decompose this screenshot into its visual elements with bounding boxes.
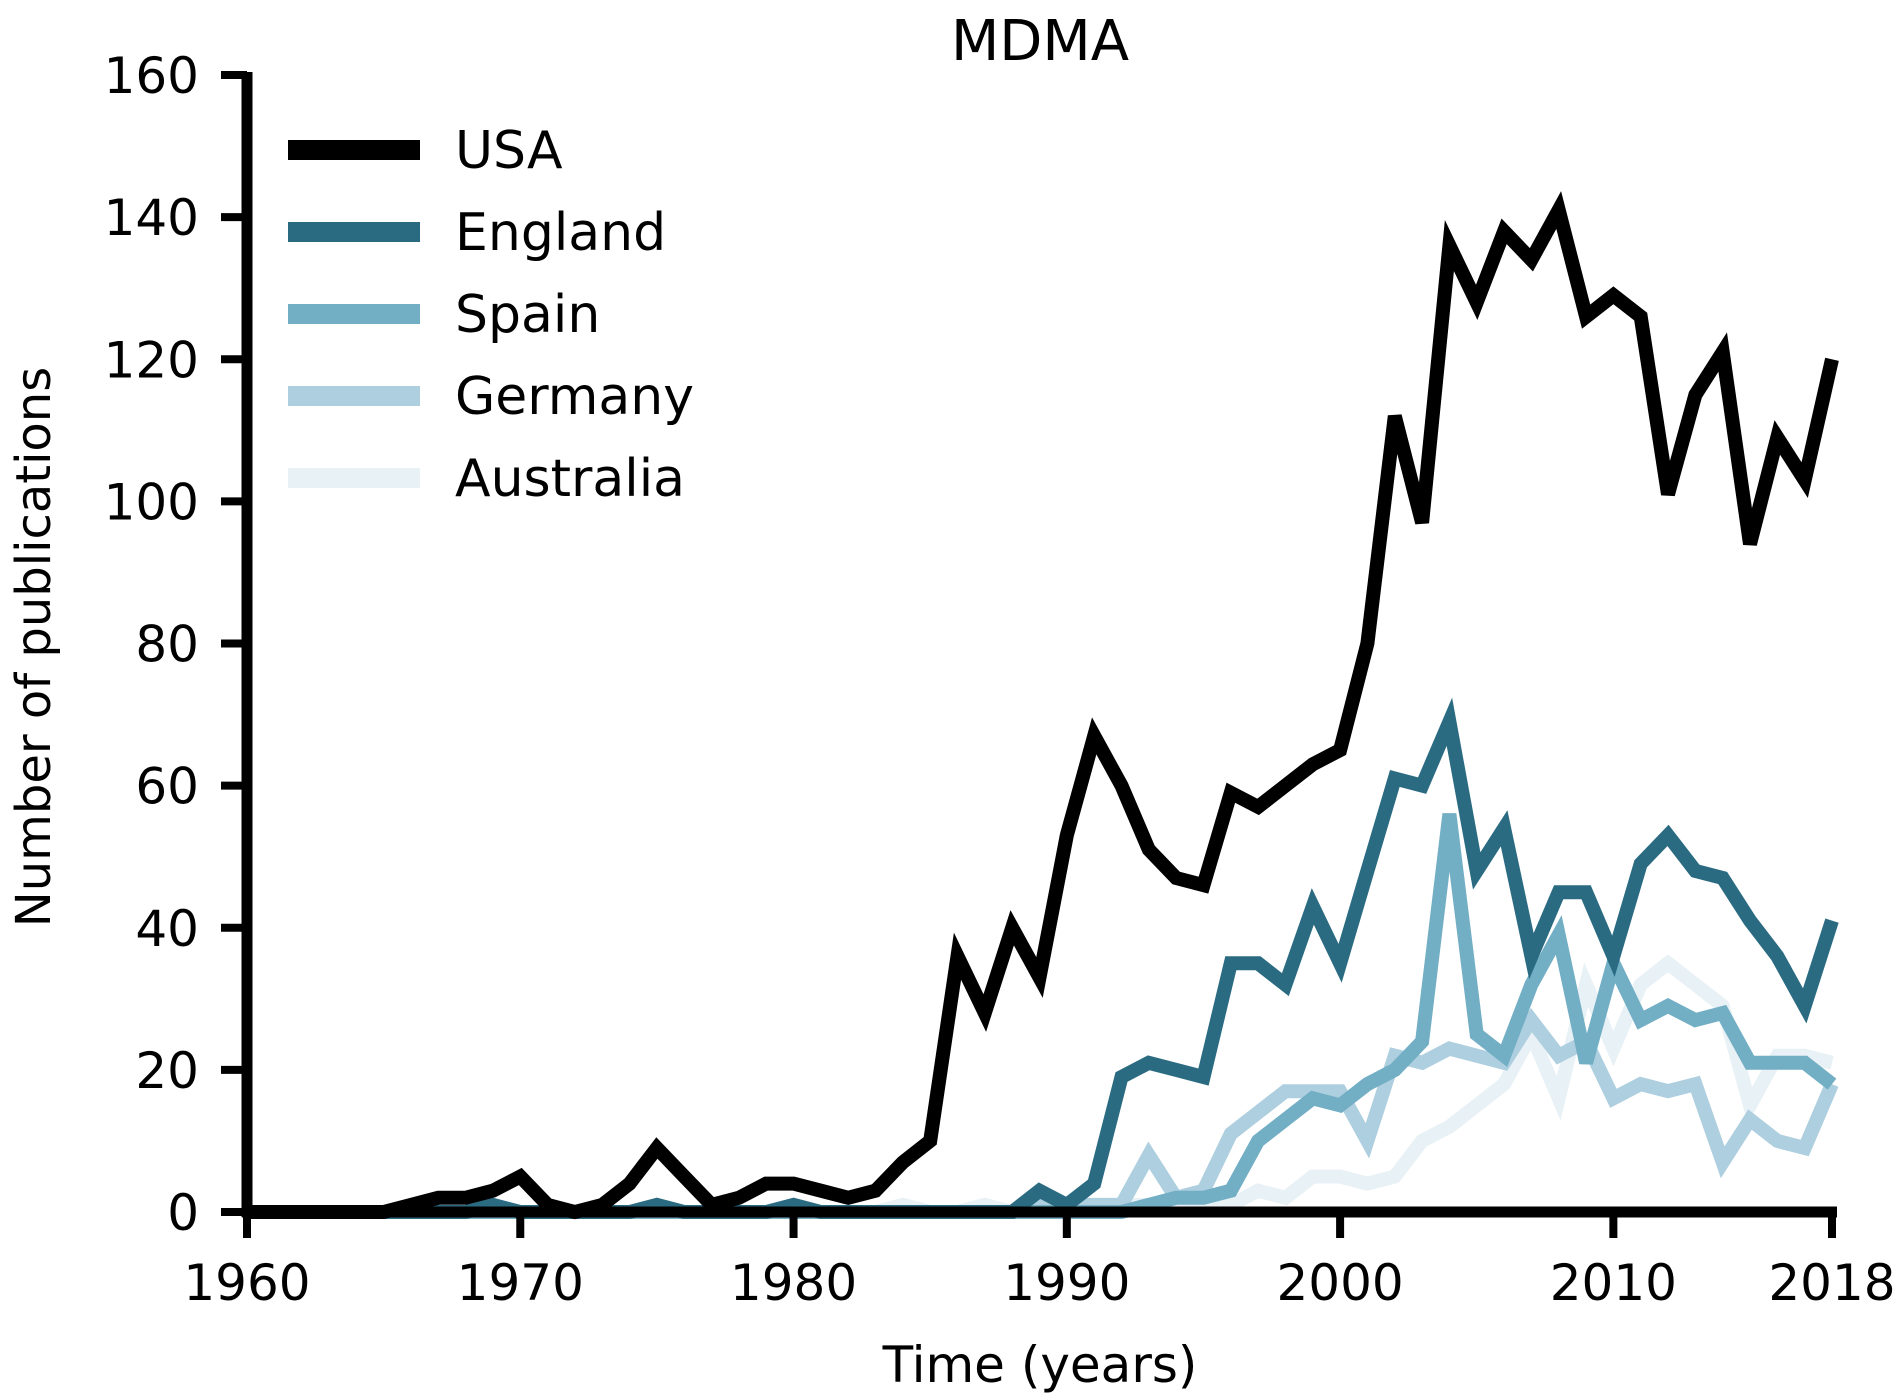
y-tick-label: 100 [104, 473, 199, 531]
series-layer [247, 191, 1839, 1220]
series-line-spain [247, 813, 1837, 1219]
x-tick-label: 1960 [183, 1254, 310, 1312]
y-tick-label: 120 [104, 331, 199, 389]
y-tick-label: 20 [135, 1042, 199, 1100]
legend-label-germany: Germany [455, 367, 694, 427]
x-tick-label: 2018 [1768, 1254, 1895, 1312]
x-tick-label: 1980 [730, 1254, 857, 1312]
y-tick-label: 160 [104, 47, 199, 105]
series-line-usa [247, 191, 1839, 1220]
legend-label-spain: Spain [455, 285, 600, 345]
legend: USA England Spain Germany Australia [288, 121, 694, 509]
legend-label-usa: USA [455, 121, 563, 181]
y-tick-label: 40 [135, 900, 199, 958]
series-line-australia [247, 954, 1834, 1220]
x-tick-label: 2010 [1550, 1254, 1677, 1312]
legend-label-australia: Australia [455, 449, 685, 509]
x-tick-label: 1970 [457, 1254, 584, 1312]
y-tick-label: 80 [135, 616, 199, 674]
y-tick-label: 0 [167, 1184, 199, 1242]
legend-label-england: England [455, 203, 666, 263]
x-axis-label: Time (years) [882, 1336, 1198, 1394]
chart-title: MDMA [951, 9, 1129, 74]
y-tick-label: 140 [104, 189, 199, 247]
x-tick-label: 2000 [1276, 1254, 1403, 1312]
axes-layer: 0 20 40 60 80 100 120 140 160 1960 1970 1980 1990 200… [104, 47, 1896, 1312]
x-tick-label: 1990 [1003, 1254, 1130, 1312]
y-axis-label: Number of publications [6, 367, 62, 927]
y-tick-label: 60 [135, 758, 199, 816]
